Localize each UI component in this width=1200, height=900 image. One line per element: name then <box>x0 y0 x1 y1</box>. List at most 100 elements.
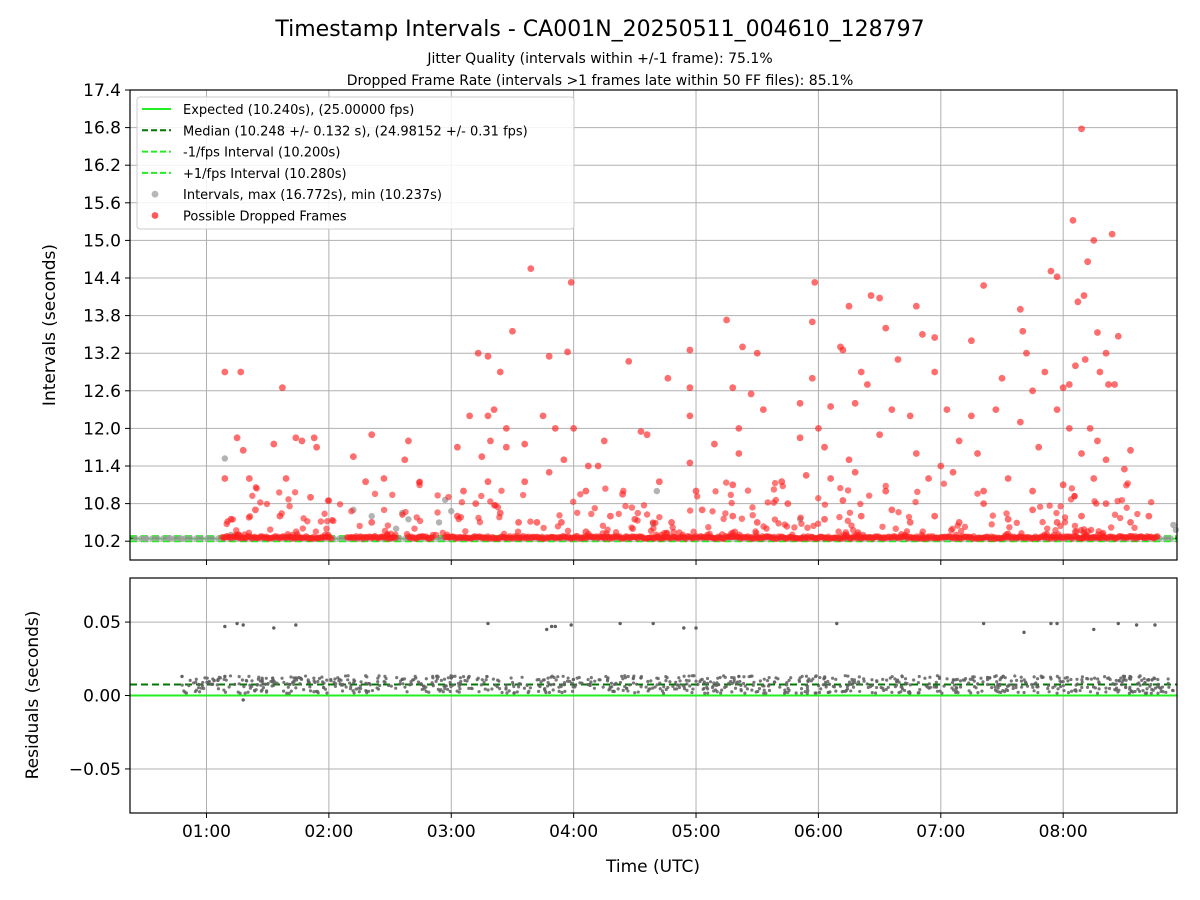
residual-point <box>292 682 296 687</box>
dropped-frame-point <box>974 450 981 457</box>
residual-point <box>608 687 612 691</box>
dropped-frame-point <box>815 425 822 432</box>
residual-point <box>938 689 942 693</box>
dropped-frame-point <box>851 399 859 407</box>
residual-outlier-point <box>1092 627 1096 632</box>
residual-point <box>518 682 522 686</box>
residual-point <box>253 689 257 693</box>
dropped-frame-point <box>1078 450 1085 457</box>
residual-point <box>546 676 550 680</box>
dropped-frame-point <box>434 492 441 499</box>
intervals-plot: 10.2 10.8 11.4 12.0 12.6 13.2 13.8 14.4 15.0 15.6… <box>83 81 1179 565</box>
dropped-frame-point <box>625 357 633 365</box>
dropped-frame-point <box>903 528 911 535</box>
legend-entry-label: Expected (10.240s), (25.00000 fps) <box>183 103 414 118</box>
residual-point <box>1107 686 1112 691</box>
dropped-frame-point <box>953 531 960 539</box>
residual-point <box>280 676 284 680</box>
residual-point <box>1061 680 1065 684</box>
residual-point <box>266 681 270 686</box>
residual-outlier-point <box>223 624 227 629</box>
residual-outlier-point <box>651 621 655 626</box>
residual-point <box>818 675 822 680</box>
residual-point <box>865 682 869 686</box>
dropped-frame-point <box>668 519 675 526</box>
dropped-frame-point <box>821 515 828 523</box>
residual-point <box>1108 677 1112 682</box>
dropped-frame-point <box>912 302 920 310</box>
dropped-frame-point <box>484 478 492 486</box>
dropped-frame-point <box>882 482 889 490</box>
residual-point <box>333 677 337 681</box>
dropped-frame-point <box>466 412 474 420</box>
residual-point <box>216 687 221 691</box>
dropped-frame-point <box>403 530 411 538</box>
dropped-frame-point <box>906 519 914 526</box>
residual-point <box>315 689 319 693</box>
residual-point <box>798 676 802 680</box>
dropped-frame-point <box>634 509 641 517</box>
residual-point <box>774 676 778 680</box>
residual-point <box>358 684 363 688</box>
dropped-frame-point <box>1068 485 1076 492</box>
residual-point <box>706 687 710 691</box>
residual-point <box>961 678 965 682</box>
residual-point <box>636 690 640 694</box>
residual-point <box>188 678 192 682</box>
residual-point <box>457 690 461 694</box>
dropped-frame-point <box>1114 332 1122 340</box>
residual-point <box>1019 679 1024 683</box>
dropped-frame-point <box>1052 527 1059 534</box>
residuals-plot: −0.05 0.00 0.05 01:00 02:00 03:00 04:00 05:00 06… <box>69 577 1178 842</box>
dropped-frame-point <box>310 434 318 442</box>
residual-point <box>556 675 560 679</box>
residual-point <box>893 685 897 689</box>
residual-point <box>405 690 409 694</box>
dropped-frame-point <box>643 431 651 439</box>
residual-point <box>333 684 338 688</box>
top-plot-frame <box>129 89 1178 561</box>
residual-point <box>666 685 670 690</box>
residual-point <box>785 683 789 687</box>
residual-point <box>227 685 231 689</box>
residual-point <box>945 677 949 681</box>
dropped-frame-point <box>252 506 259 514</box>
residual-point <box>364 674 368 678</box>
residual-point <box>934 685 939 689</box>
dropped-frame-point <box>246 513 254 520</box>
residual-point <box>937 676 942 681</box>
residual-point <box>202 686 206 691</box>
residual-point <box>512 691 516 695</box>
dropped-frame-point <box>539 412 547 420</box>
residual-point <box>435 677 439 681</box>
dropped-frame-point <box>416 481 423 489</box>
residual-point <box>612 682 617 686</box>
residual-point <box>1159 686 1163 691</box>
dropped-frame-point <box>729 481 737 489</box>
residual-point <box>786 690 790 695</box>
dropped-frame-point <box>720 515 727 523</box>
residual-point <box>843 674 847 678</box>
residual-point <box>286 685 290 689</box>
residual-point <box>246 690 250 694</box>
dropped-frame-point <box>606 512 614 520</box>
residual-point <box>620 674 624 678</box>
dropped-frame-point <box>476 518 484 526</box>
residual-outlier-point <box>235 621 239 626</box>
residual-outlier-point <box>1116 621 1120 626</box>
dropped-frame-point <box>500 530 508 538</box>
dropped-frame-point <box>1071 522 1079 530</box>
dropped-frame-point <box>931 334 939 341</box>
residual-point <box>762 691 766 695</box>
dropped-frame-point <box>570 425 578 432</box>
dropped-frame-point <box>276 489 283 496</box>
interval-point <box>1172 526 1179 534</box>
residual-point <box>758 679 762 683</box>
residual-point <box>928 675 932 679</box>
dropped-frame-point <box>821 443 828 451</box>
residual-point <box>389 684 393 688</box>
residual-point <box>752 680 756 684</box>
residual-point <box>212 679 216 683</box>
dropped-frame-point <box>998 374 1006 382</box>
residual-point <box>1035 677 1040 681</box>
